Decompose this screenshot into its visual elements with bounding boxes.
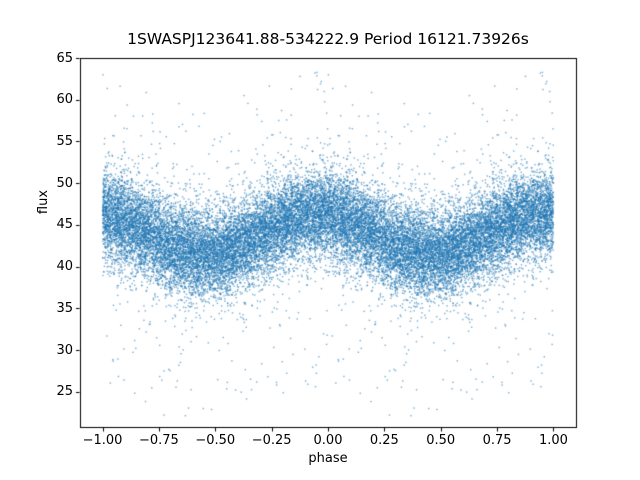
x-tick-label: 0.00 xyxy=(313,433,343,448)
x-tick-label: 0.50 xyxy=(426,433,456,448)
x-tick-label: −0.50 xyxy=(195,433,236,448)
y-tick-label: 35 xyxy=(56,300,73,316)
y-tick-label: 60 xyxy=(56,92,73,108)
x-tick-label: −1.00 xyxy=(82,433,123,448)
y-tick-label: 50 xyxy=(56,175,73,191)
y-tick-label: 30 xyxy=(56,342,73,358)
x-tick-label: 1.00 xyxy=(538,433,568,448)
x-tick-label: 0.75 xyxy=(482,433,512,448)
y-tick-label: 65 xyxy=(56,50,73,66)
x-tick-label: −0.75 xyxy=(138,433,179,448)
x-tick-label: −0.25 xyxy=(251,433,292,448)
y-tick-label: 55 xyxy=(56,133,73,149)
y-tick-label: 45 xyxy=(56,217,73,233)
chart-title: 1SWASPJ123641.88-534222.9 Period 16121.7… xyxy=(127,30,529,48)
y-tick-label: 40 xyxy=(56,259,73,275)
y-tick-label: 25 xyxy=(56,384,73,400)
x-axis-label: phase xyxy=(308,451,348,466)
x-tick-label: 0.25 xyxy=(369,433,399,448)
